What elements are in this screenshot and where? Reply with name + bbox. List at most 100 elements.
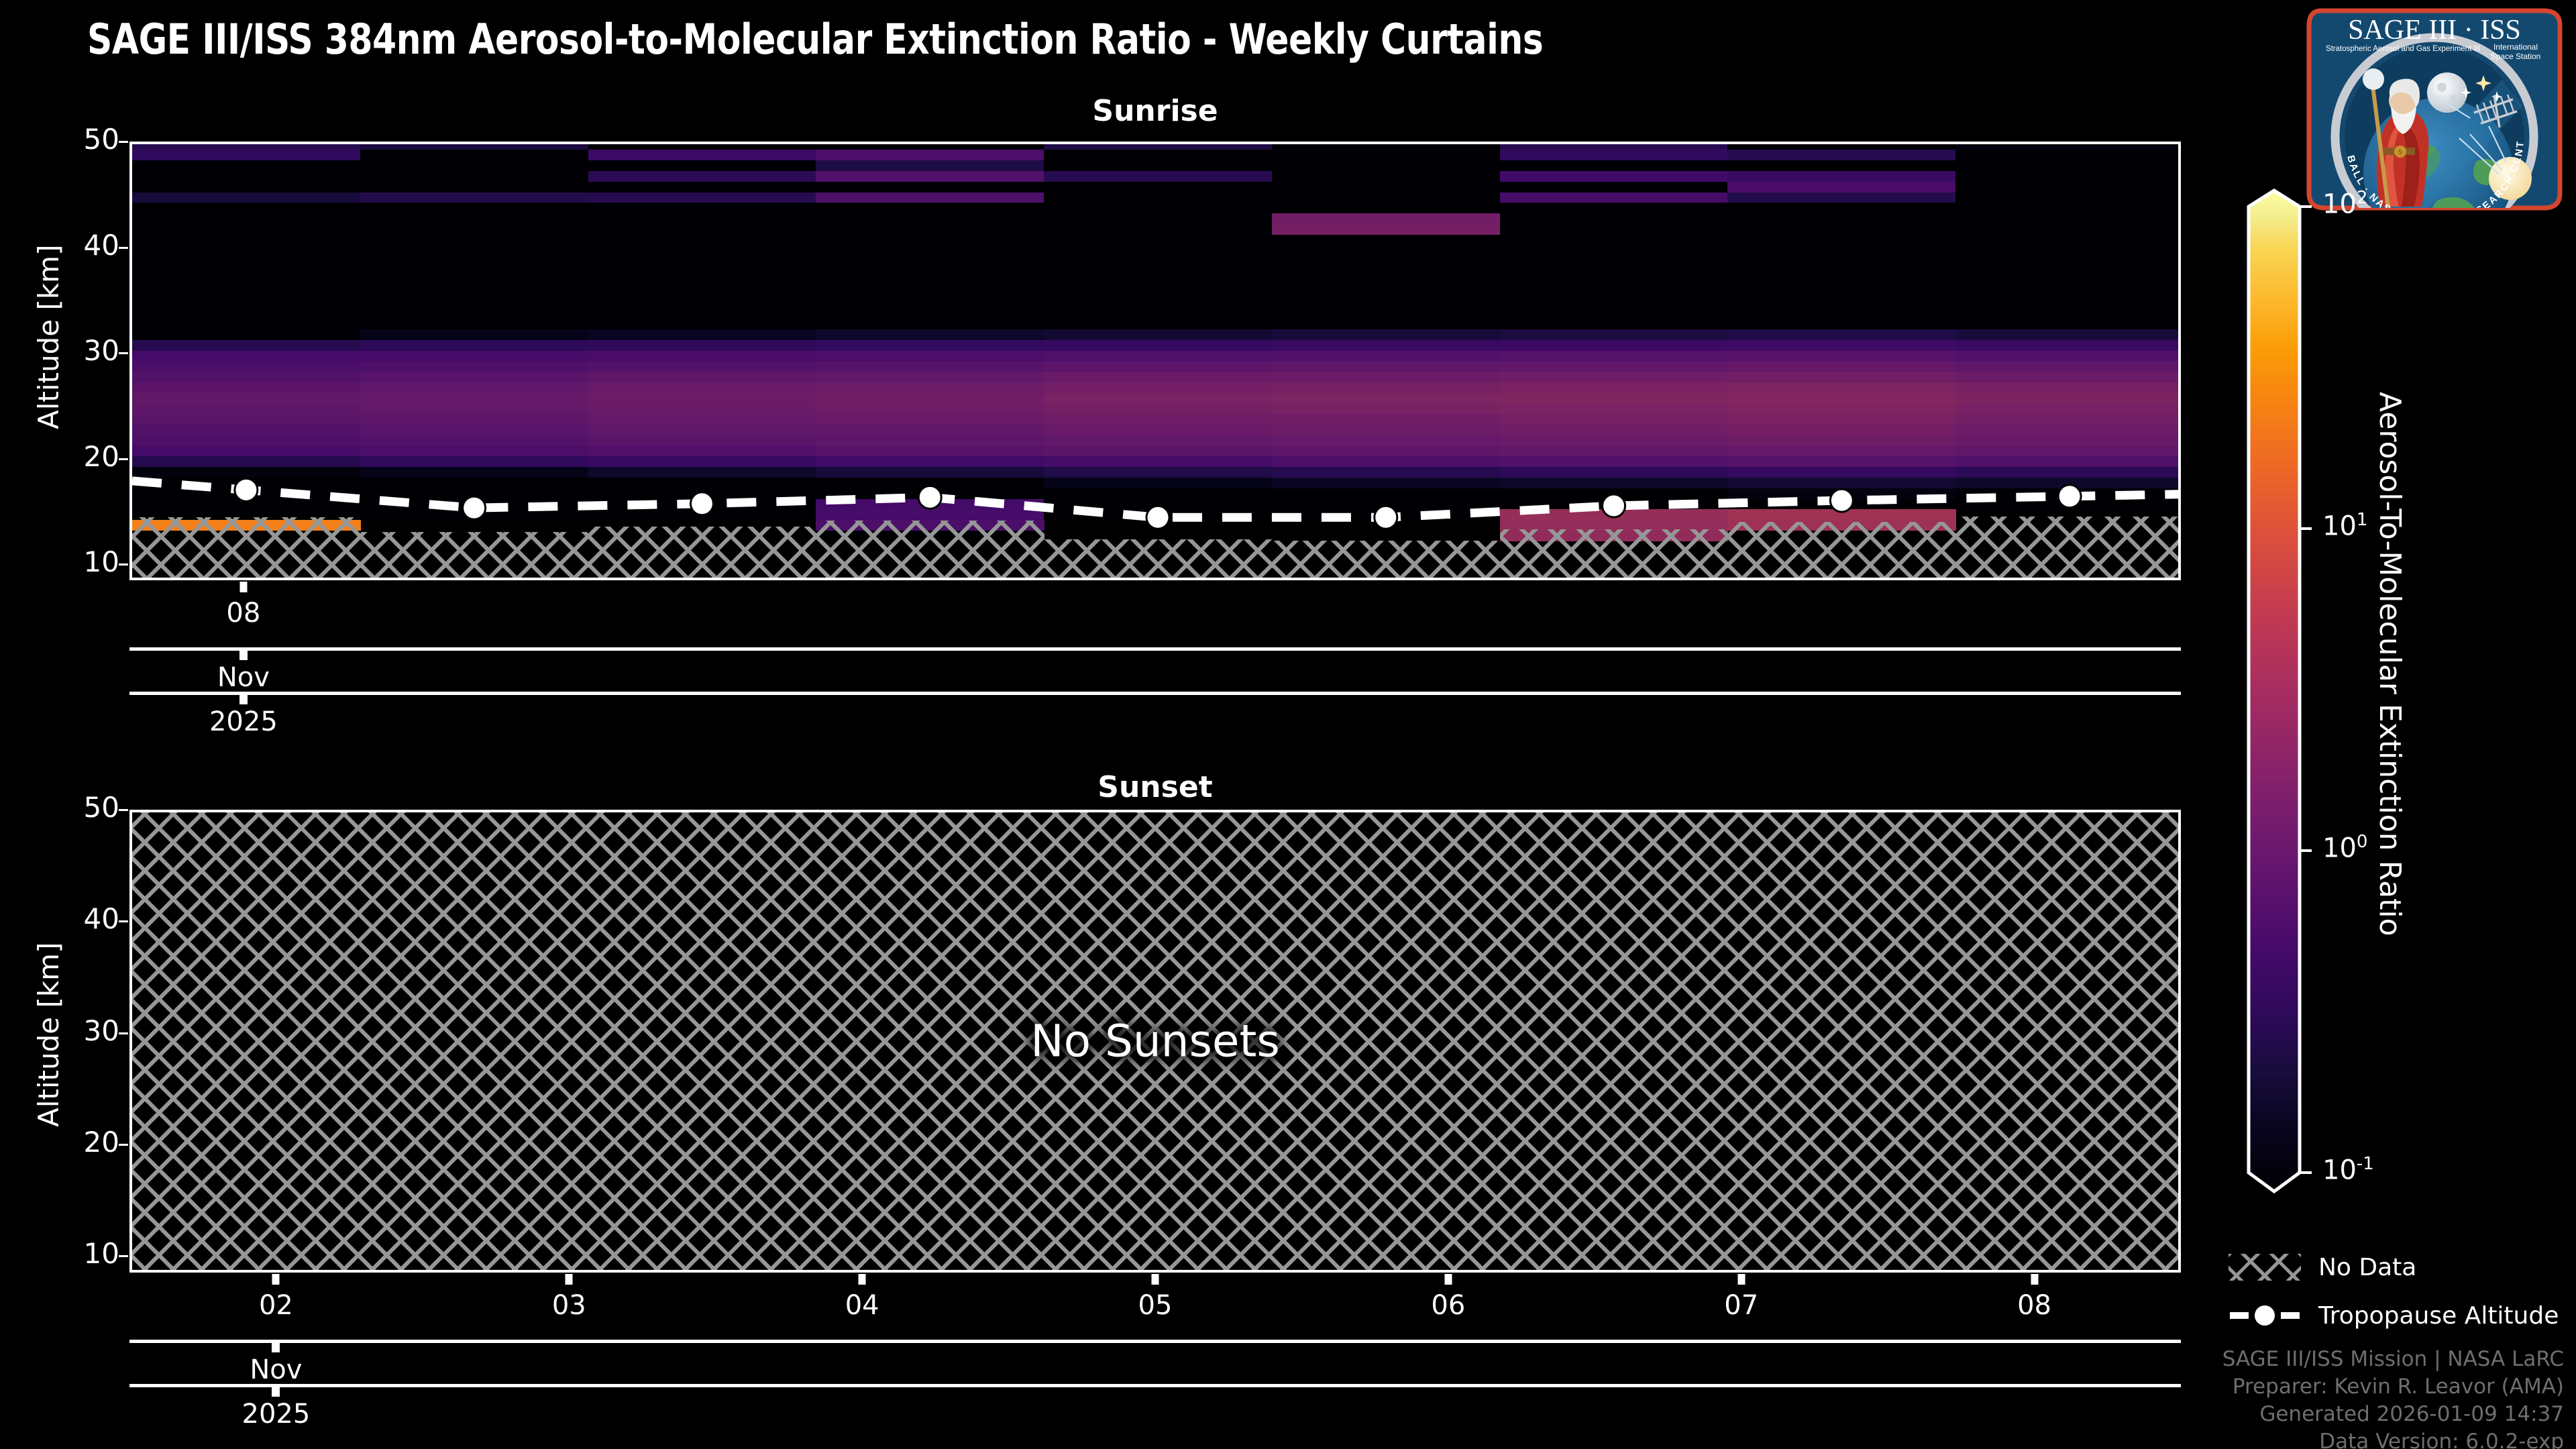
- heatmap-cell: [1499, 403, 1729, 415]
- no-data-hatch-region: [132, 517, 361, 578]
- y-tick-mark: [119, 1032, 128, 1034]
- heatmap-cell: [588, 160, 817, 171]
- heatmap-cell: [816, 191, 1044, 203]
- x-tick-label: 08: [226, 598, 261, 629]
- heatmap-cell: [1955, 191, 2178, 203]
- x-axis-hierarchy-label-year: 2025: [209, 706, 278, 737]
- heatmap-cell: [1271, 445, 1501, 457]
- heatmap-cell: [1727, 266, 1956, 277]
- heatmap-cell: [1044, 144, 1273, 150]
- heatmap-cell: [1727, 382, 1956, 393]
- heatmap-cell: [1499, 297, 1729, 309]
- sunrise-panel-title: Sunrise: [1092, 94, 1218, 128]
- heatmap-cell: [132, 424, 361, 435]
- heatmap-cell: [816, 286, 1044, 299]
- colorbar-gradient-bar: [2247, 189, 2302, 1194]
- heatmap-cell: [588, 223, 817, 235]
- y-tick-label: 50: [83, 791, 119, 824]
- tropopause-marker: [233, 477, 259, 502]
- heatmap-cell: [1044, 466, 1273, 478]
- heatmap-cell: [1955, 371, 2178, 383]
- heatmap-cell: [1727, 160, 1956, 171]
- heatmap-cell: [1044, 361, 1273, 372]
- no-data-hatch-swatch: [2229, 1254, 2301, 1281]
- heatmap-cell: [360, 233, 589, 246]
- heatmap-cell: [588, 297, 817, 309]
- sunrise-plot-area[interactable]: [129, 142, 2181, 580]
- heatmap-cell: [1499, 519, 1729, 531]
- y-tick-mark: [119, 564, 128, 566]
- tropopause-line-swatch: [2229, 1302, 2301, 1329]
- heatmap-cell: [360, 445, 589, 457]
- heatmap-cell: [1271, 339, 1501, 351]
- sunset-plot-area[interactable]: [129, 810, 2181, 1273]
- heatmap-cell: [132, 466, 361, 478]
- heatmap-cell: [1955, 144, 2178, 150]
- heatmap-cell: [132, 144, 361, 150]
- heatmap-cell: [588, 371, 817, 383]
- heatmap-cell: [132, 308, 361, 319]
- x-tick-mark: [1151, 1274, 1159, 1285]
- x-tick-label: 02: [258, 1290, 293, 1321]
- heatmap-cell: [1044, 223, 1273, 235]
- heatmap-cell: [816, 329, 1044, 341]
- heatmap-cell: [588, 255, 817, 266]
- heatmap-column: [1044, 144, 1273, 578]
- heatmap-cell: [1499, 392, 1729, 404]
- colorbar-tick-mark: [2301, 1171, 2312, 1174]
- legend-label-tropopause: Tropopause Altitude: [2318, 1301, 2559, 1330]
- heatmap-cell: [1727, 308, 1956, 319]
- heatmap-cell: [360, 276, 589, 288]
- heatmap-cell: [816, 424, 1044, 435]
- no-data-hatch-region: [588, 527, 817, 578]
- heatmap-cell: [1955, 413, 2178, 425]
- heatmap-cell: [1044, 424, 1273, 435]
- heatmap-cell: [132, 339, 361, 351]
- heatmap-cell: [1727, 445, 1956, 457]
- heatmap-cell: [1955, 361, 2178, 372]
- heatmap-cell: [1955, 297, 2178, 309]
- x-axis-hierarchy-label-month: Nov: [250, 1354, 303, 1385]
- y-tick-mark: [119, 809, 128, 811]
- heatmap-cell: [1271, 498, 1501, 510]
- heatmap-cell: [816, 276, 1044, 288]
- heatmap-cell: [1271, 244, 1501, 256]
- heatmap-cell: [360, 403, 589, 415]
- heatmap-cell: [1727, 170, 1956, 182]
- heatmap-cell: [816, 371, 1044, 383]
- heatmap-cell: [816, 181, 1044, 193]
- y-tick-label: 40: [83, 902, 119, 936]
- heatmap-cell: [1271, 329, 1501, 341]
- colorbar-tick-label: 10-1: [2322, 1154, 2374, 1186]
- x-tick-mark: [1444, 1274, 1452, 1285]
- y-tick-label: 10: [83, 545, 119, 579]
- heatmap-cell: [588, 329, 817, 341]
- heatmap-cell: [132, 445, 361, 457]
- heatmap-cell: [1044, 371, 1273, 383]
- heatmap-cell: [1499, 350, 1729, 362]
- x-tick-label: 07: [1724, 1290, 1759, 1321]
- heatmap-cell: [588, 361, 817, 372]
- y-tick-mark: [119, 1143, 128, 1146]
- heatmap-cell: [1044, 413, 1273, 425]
- legend-item-no-data[interactable]: No Data: [2229, 1249, 2559, 1285]
- legend-item-tropopause[interactable]: Tropopause Altitude: [2229, 1297, 2559, 1334]
- legend-label-no-data: No Data: [2318, 1253, 2417, 1281]
- colorbar-svg: [2247, 189, 2302, 1194]
- heatmap-cell: [1044, 202, 1273, 214]
- heatmap-cell: [1499, 445, 1729, 457]
- heatmap-cell: [360, 213, 589, 224]
- heatmap-cell: [360, 477, 589, 488]
- heatmap-cell: [1044, 445, 1273, 457]
- heatmap-cell: [1271, 213, 1501, 224]
- heatmap-cell: [360, 286, 589, 299]
- no-data-hatch-region: [1044, 539, 1273, 578]
- x-tick-label: 08: [2017, 1290, 2052, 1321]
- heatmap-cell: [588, 286, 817, 299]
- heatmap-cell: [588, 466, 817, 478]
- no-data-hatch-region: [1271, 540, 1501, 578]
- heatmap-cell: [816, 382, 1044, 393]
- heatmap-cell: [1499, 319, 1729, 330]
- mission-patch-svg: S BALL · NASA LANGLEY RESEARCH CENTER · …: [2306, 8, 2563, 211]
